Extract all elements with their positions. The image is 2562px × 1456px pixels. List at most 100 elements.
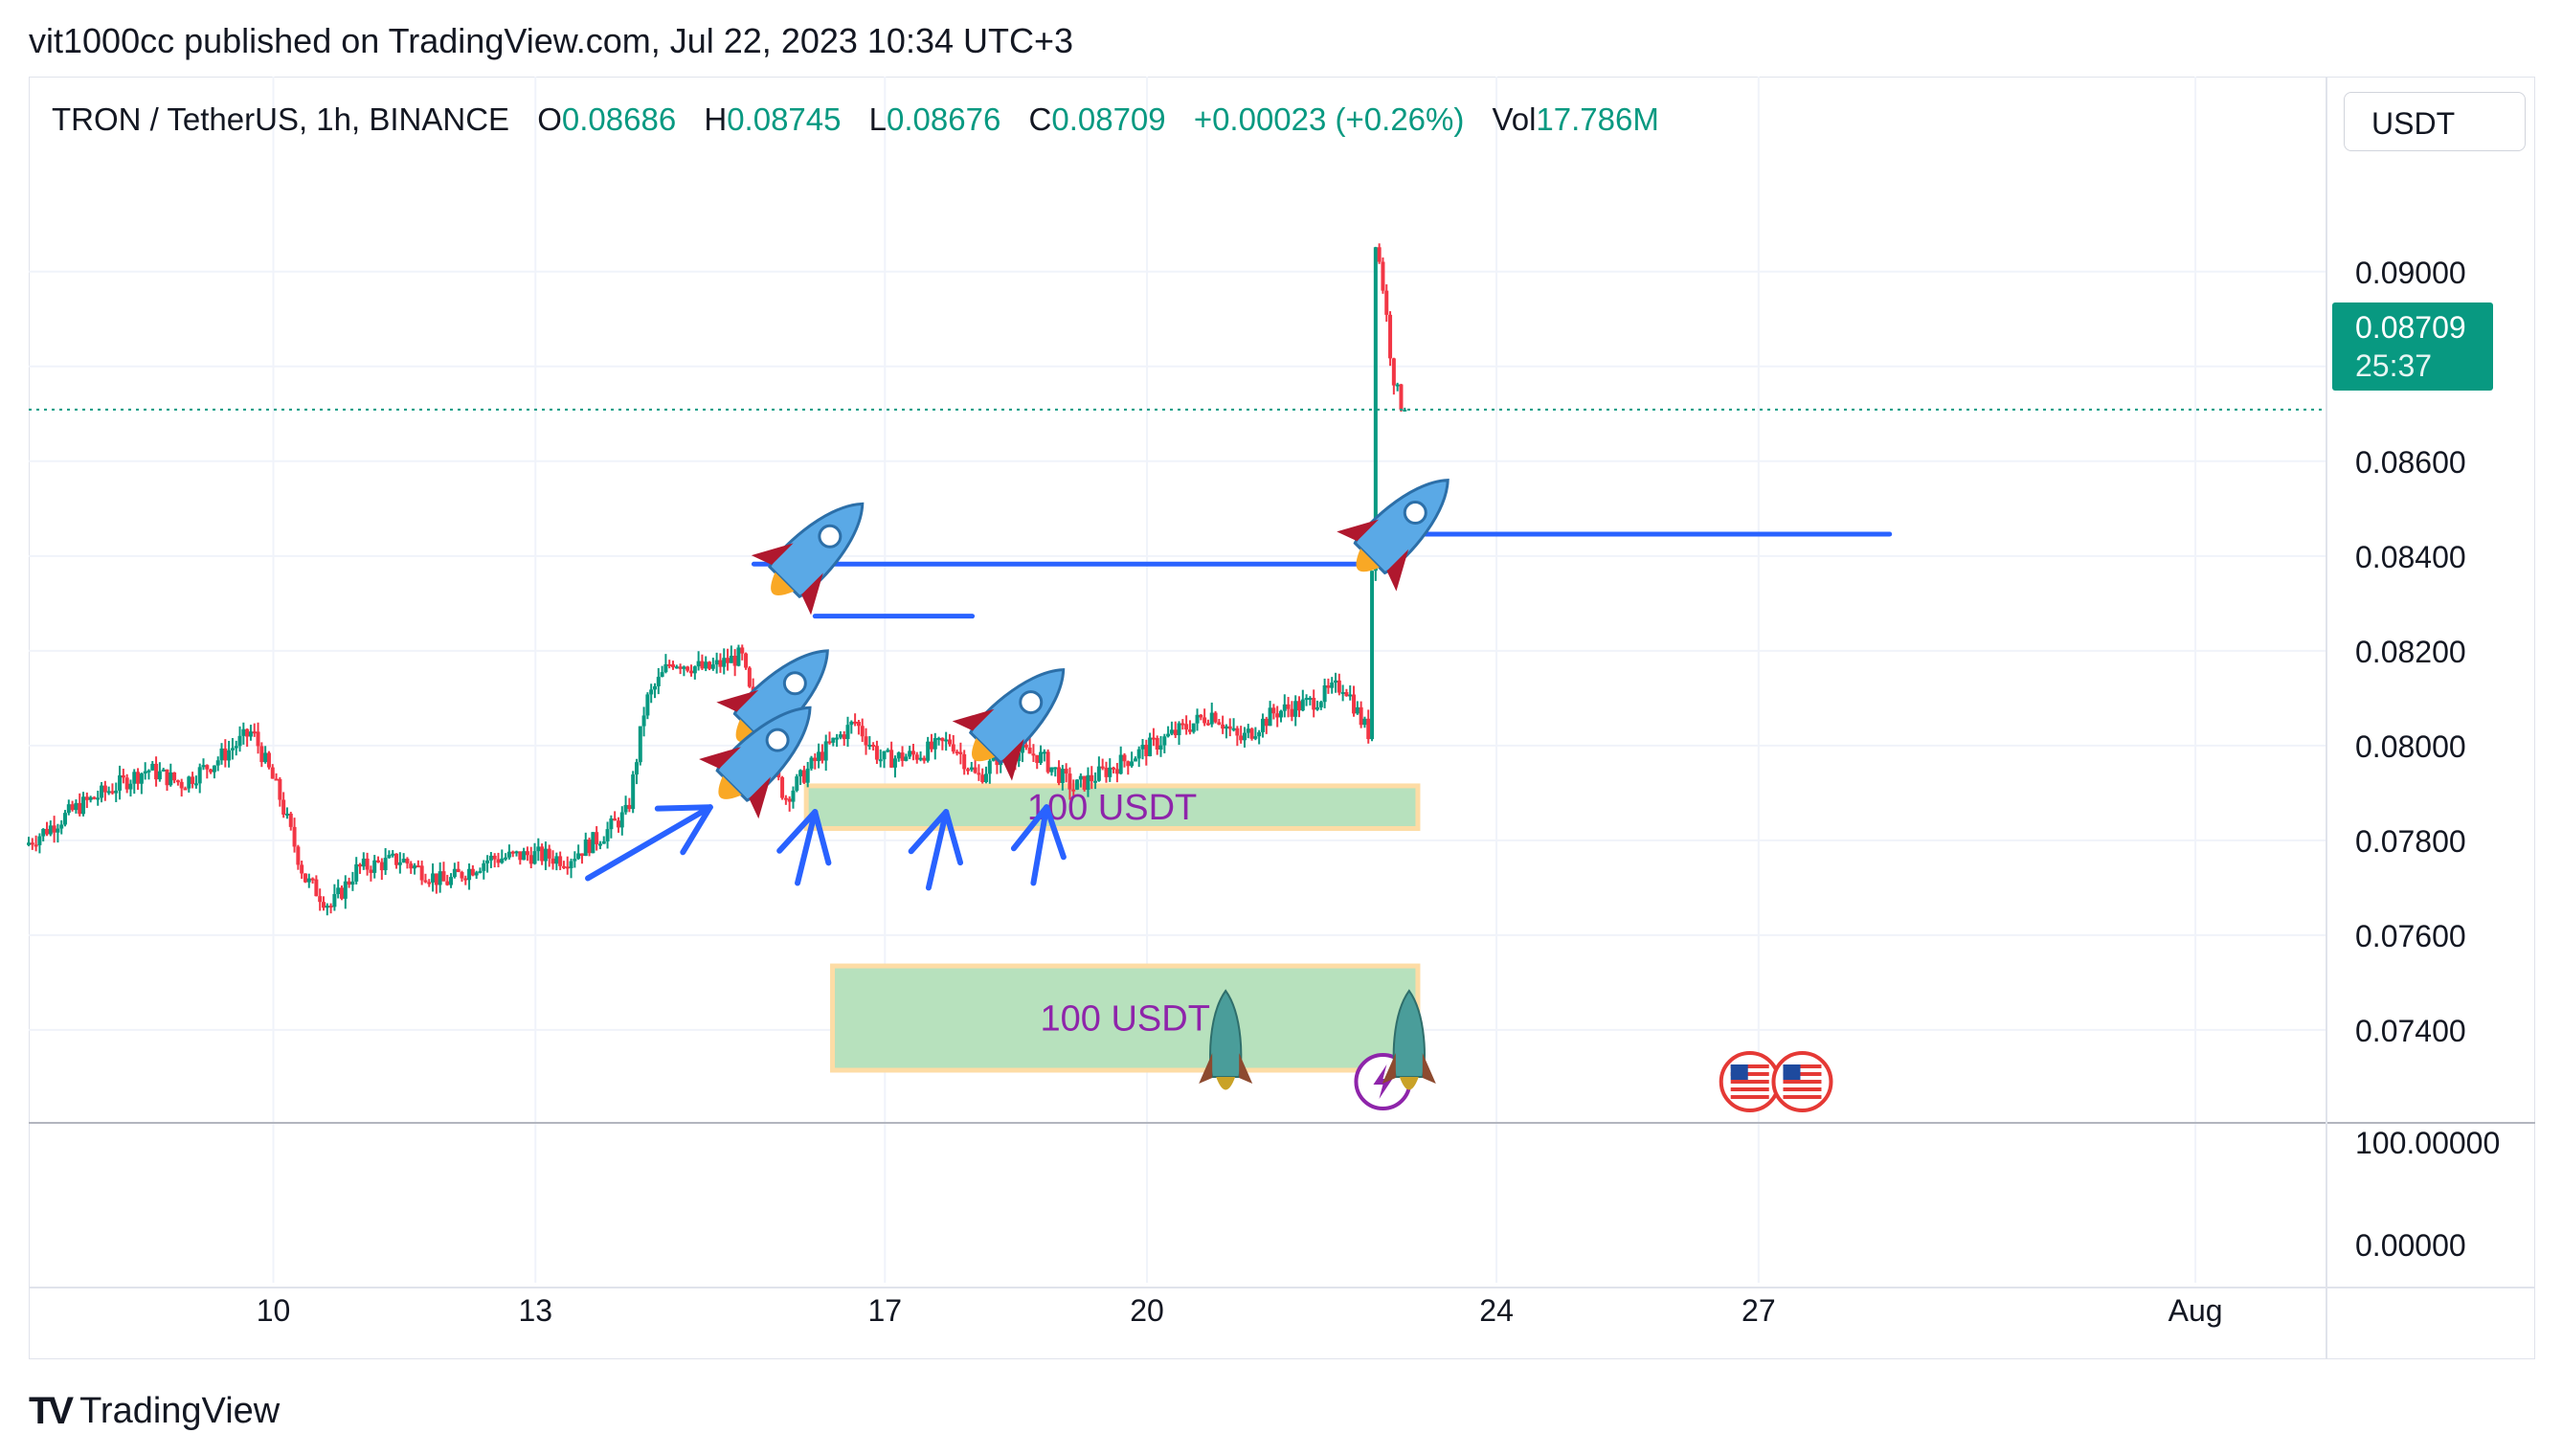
candle-body bbox=[1184, 724, 1189, 730]
candle-body bbox=[1136, 749, 1141, 759]
candle-body bbox=[183, 788, 188, 791]
low-value: 0.08676 bbox=[887, 101, 1001, 137]
candle-body bbox=[358, 863, 363, 867]
candle-body bbox=[947, 739, 952, 745]
open-value: 0.08686 bbox=[561, 101, 677, 137]
candle-body bbox=[623, 804, 628, 813]
candle-body bbox=[66, 804, 71, 814]
candle-body bbox=[958, 751, 963, 754]
candle-body bbox=[547, 848, 551, 859]
candle-body bbox=[522, 851, 527, 861]
candle-body bbox=[292, 826, 297, 847]
candle-body bbox=[48, 825, 53, 835]
rocket-flame bbox=[1356, 549, 1380, 572]
candle-body bbox=[1308, 698, 1313, 701]
candle-body bbox=[561, 865, 566, 868]
symbol-label[interactable]: TRON / TetherUS, 1h, BINANCE bbox=[52, 101, 510, 137]
candle-body bbox=[689, 670, 694, 674]
candle-body bbox=[336, 887, 341, 895]
candle-body bbox=[318, 896, 323, 903]
candle-body bbox=[977, 773, 981, 775]
candle-body bbox=[579, 853, 584, 857]
rocket-window bbox=[1403, 501, 1427, 526]
candle-body bbox=[1173, 729, 1178, 735]
candle-body bbox=[467, 868, 472, 881]
x-tick-label: 17 bbox=[867, 1293, 902, 1328]
candle-body bbox=[853, 721, 858, 724]
candle-body bbox=[1312, 698, 1316, 710]
candle-body bbox=[860, 726, 865, 737]
candle-body bbox=[1031, 753, 1036, 756]
candle-body bbox=[1027, 747, 1032, 754]
candle-body bbox=[63, 813, 68, 825]
brand-name: TradingView bbox=[79, 1391, 281, 1431]
rocket-flame bbox=[718, 775, 742, 799]
arrow-head bbox=[680, 804, 713, 856]
flag-stripe bbox=[1730, 1080, 1769, 1084]
candle-body bbox=[397, 862, 402, 865]
rocket-fin bbox=[1002, 738, 1024, 781]
candle-body bbox=[1155, 737, 1159, 750]
candle-body bbox=[543, 848, 548, 862]
candle-body bbox=[78, 802, 82, 815]
candle-body bbox=[987, 760, 992, 774]
candle-body bbox=[525, 851, 529, 856]
candle-body bbox=[536, 846, 541, 852]
candle-body bbox=[1104, 768, 1109, 777]
candle-body bbox=[1166, 733, 1171, 737]
candle-body bbox=[209, 769, 214, 773]
candle-body bbox=[1126, 761, 1131, 767]
candle-body bbox=[1282, 704, 1287, 711]
zones: 100 USDT 100 USDT bbox=[803, 783, 1421, 1073]
y-tick-label: 0.08600 bbox=[2355, 445, 2466, 480]
candle-body bbox=[1257, 731, 1262, 737]
candle-body bbox=[1177, 723, 1181, 735]
candle-body bbox=[656, 677, 661, 686]
y-tick-label: 0.07400 bbox=[2355, 1014, 2466, 1048]
flag-stripe bbox=[1783, 1064, 1822, 1068]
candle-body bbox=[41, 828, 46, 837]
candle-body bbox=[613, 818, 618, 821]
candle-body bbox=[423, 880, 428, 883]
candle-body bbox=[354, 863, 359, 882]
candle-body bbox=[114, 790, 119, 794]
candle-body bbox=[1260, 718, 1265, 732]
candle-body bbox=[1217, 722, 1222, 725]
candle-body bbox=[259, 746, 264, 763]
candle-body bbox=[172, 772, 177, 781]
candle-body bbox=[237, 735, 242, 747]
candle-body bbox=[1195, 714, 1200, 724]
candle-body bbox=[205, 765, 210, 770]
y-tick-label: 0.07800 bbox=[2355, 824, 2466, 859]
candle-body bbox=[470, 868, 475, 876]
rocket-icon bbox=[699, 706, 812, 819]
y-tick-label: 0.07600 bbox=[2355, 919, 2466, 953]
candle-body bbox=[1191, 723, 1196, 732]
candle-body bbox=[274, 778, 279, 781]
candle-body bbox=[157, 771, 162, 780]
currency-button[interactable]: USDT bbox=[2344, 92, 2526, 151]
candle-body bbox=[1158, 745, 1163, 750]
candle-body bbox=[1377, 247, 1382, 262]
tradingview-logo[interactable]: TV TradingView bbox=[29, 1390, 280, 1433]
candle-body bbox=[616, 820, 620, 828]
candle-body bbox=[1075, 779, 1080, 790]
candle-body bbox=[1021, 744, 1025, 753]
candle-body bbox=[500, 858, 505, 863]
candle-body bbox=[96, 797, 101, 800]
candle-body bbox=[118, 774, 123, 791]
arrow-head bbox=[1010, 804, 1050, 852]
candle-body bbox=[955, 751, 959, 754]
rocket-flame bbox=[771, 571, 795, 595]
x-tick-label: Aug bbox=[2169, 1293, 2223, 1328]
candle-body bbox=[663, 663, 668, 673]
candle-body bbox=[1187, 729, 1192, 732]
candle-body bbox=[416, 865, 420, 868]
candle-body bbox=[791, 790, 796, 802]
candle-body bbox=[1249, 728, 1254, 739]
candle-body bbox=[409, 863, 414, 869]
candle-body bbox=[506, 851, 511, 858]
arrow-shaft bbox=[1030, 804, 1050, 886]
axes: 0.090000.088000.086000.084000.082000.080… bbox=[29, 77, 2535, 1359]
